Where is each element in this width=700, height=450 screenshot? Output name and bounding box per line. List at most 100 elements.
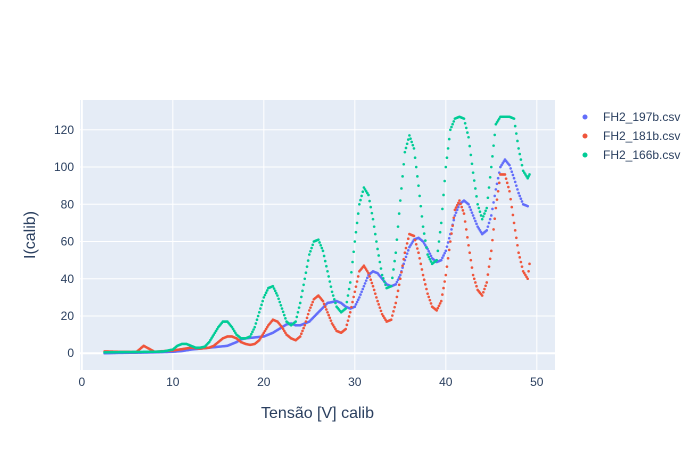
data-point — [381, 314, 385, 318]
y-tick-label: 120 — [54, 123, 74, 137]
data-point — [497, 181, 501, 185]
data-point — [447, 137, 451, 141]
data-point — [405, 242, 409, 245]
data-point — [512, 176, 516, 180]
data-point — [474, 281, 477, 284]
data-point — [264, 327, 268, 331]
data-point — [375, 240, 378, 243]
data-point — [524, 273, 527, 277]
data-point — [417, 184, 420, 187]
data-point — [508, 163, 511, 167]
data-point — [345, 300, 349, 304]
data-point — [478, 229, 482, 232]
data-point — [257, 310, 261, 314]
data-point — [477, 227, 481, 230]
data-point — [327, 275, 330, 278]
data-point — [428, 257, 432, 261]
data-point — [397, 283, 401, 287]
data-point — [301, 329, 304, 333]
data-point — [418, 256, 421, 260]
data-point — [491, 238, 494, 242]
legend-item[interactable]: FH2_197b.csv — [582, 110, 681, 124]
data-point — [348, 310, 352, 314]
data-point — [425, 246, 428, 249]
data-point — [377, 303, 380, 306]
data-point — [513, 124, 517, 128]
x-tick-label: 30 — [348, 375, 362, 389]
data-point — [453, 208, 457, 212]
data-point — [303, 324, 307, 327]
data-point — [450, 228, 453, 231]
data-point — [467, 135, 470, 139]
data-point — [453, 214, 457, 217]
data-point — [328, 280, 332, 283]
data-point — [439, 258, 443, 262]
data-point — [410, 140, 413, 144]
data-point — [297, 306, 301, 309]
data-point — [309, 249, 312, 253]
data-point — [257, 338, 261, 342]
data-point — [436, 306, 440, 310]
data-point — [356, 212, 360, 215]
data-point — [298, 335, 302, 338]
data-point — [480, 217, 484, 221]
data-point — [508, 189, 511, 193]
data-point — [405, 142, 409, 146]
y-tick-label: 80 — [61, 197, 75, 211]
data-point — [455, 203, 459, 207]
data-point — [517, 251, 520, 254]
legend[interactable]: FH2_197b.csv FH2_181b.csv FH2_166b.csv — [582, 110, 681, 162]
data-point — [443, 280, 446, 283]
data-point — [308, 309, 311, 312]
data-point — [525, 275, 528, 279]
data-point — [355, 280, 359, 283]
data-point — [442, 254, 445, 257]
data-point — [443, 251, 446, 255]
data-point — [526, 277, 529, 281]
legend-item[interactable]: FH2_166b.csv — [582, 148, 681, 162]
data-point — [356, 275, 360, 278]
data-point — [361, 287, 365, 291]
data-point — [412, 234, 416, 238]
data-point — [408, 245, 411, 249]
data-point — [484, 209, 487, 213]
data-point — [527, 270, 530, 273]
data-point — [311, 243, 315, 247]
data-point — [378, 306, 382, 309]
data-point — [362, 264, 366, 268]
data-point — [295, 315, 299, 319]
legend-marker — [582, 114, 588, 120]
data-point — [400, 187, 403, 190]
data-point — [452, 216, 456, 220]
data-point — [413, 238, 417, 242]
legend-item[interactable]: FH2_181b.csv — [582, 129, 681, 143]
data-point — [488, 175, 492, 179]
data-point — [474, 219, 477, 223]
data-point — [325, 308, 328, 311]
data-point — [212, 333, 216, 336]
data-point — [435, 309, 439, 312]
data-point — [477, 206, 481, 210]
data-point — [421, 240, 425, 243]
data-point — [510, 205, 514, 209]
data-point — [276, 294, 279, 297]
data-point — [368, 275, 371, 278]
data-point — [518, 194, 522, 198]
data-point — [322, 254, 326, 258]
data-point — [437, 240, 441, 243]
data-point — [515, 236, 518, 240]
data-point — [491, 207, 494, 211]
data-point — [418, 194, 421, 198]
data-point — [309, 306, 312, 309]
x-tick-label: 20 — [257, 375, 271, 389]
data-point — [300, 332, 303, 335]
data-point — [302, 326, 305, 330]
data-point — [458, 199, 461, 202]
data-point — [304, 271, 308, 275]
data-point — [210, 337, 213, 340]
data-point — [344, 307, 348, 310]
data-point — [373, 292, 377, 295]
data-point — [419, 262, 423, 266]
data-point — [446, 241, 450, 244]
data-point — [380, 273, 384, 277]
